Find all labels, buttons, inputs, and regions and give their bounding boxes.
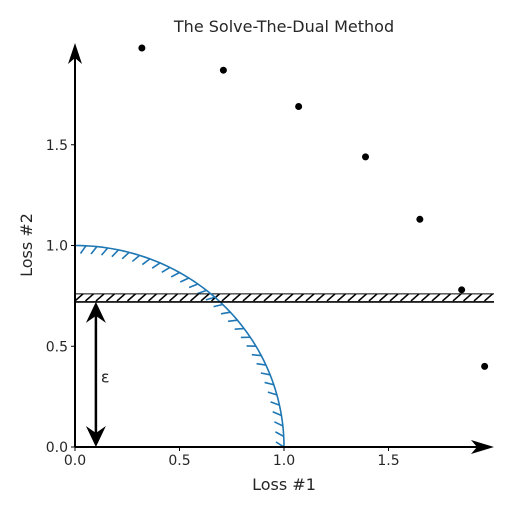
data-point bbox=[138, 45, 145, 52]
arc-hatch bbox=[122, 252, 129, 258]
data-point bbox=[362, 153, 369, 160]
constraint-hatch bbox=[264, 294, 272, 301]
constraint-hatch bbox=[443, 294, 451, 301]
arc-hatch bbox=[81, 246, 86, 254]
arc-hatch bbox=[189, 284, 198, 288]
constraint-hatch bbox=[107, 294, 115, 301]
arc-hatch bbox=[132, 255, 139, 261]
constraint-hatch bbox=[222, 294, 230, 301]
arc-hatch bbox=[252, 355, 261, 356]
constraint-hatch bbox=[285, 294, 293, 301]
data-point bbox=[295, 103, 302, 110]
constraint-hatch bbox=[327, 294, 335, 301]
data-point bbox=[458, 286, 465, 293]
arc-hatch bbox=[91, 247, 97, 254]
arc-hatch bbox=[171, 272, 179, 276]
constraint-hatch bbox=[411, 294, 419, 301]
arc-hatch bbox=[112, 250, 119, 257]
constraint-hatch bbox=[138, 294, 146, 301]
constraint-hatch bbox=[380, 294, 388, 301]
arc-hatch bbox=[102, 248, 108, 255]
constraint-hatch bbox=[401, 294, 409, 301]
constraint-hatch bbox=[275, 294, 283, 301]
constraint-hatch bbox=[317, 294, 325, 301]
constraint-hatch bbox=[390, 294, 398, 301]
data-point bbox=[481, 363, 488, 370]
constraint-hatch bbox=[464, 294, 472, 301]
data-point bbox=[416, 216, 423, 223]
constraint-hatch bbox=[432, 294, 440, 301]
constraint-hatch bbox=[159, 294, 167, 301]
constraint-hatch bbox=[75, 294, 83, 301]
arc-hatch bbox=[142, 259, 150, 265]
constraint-hatch bbox=[149, 294, 157, 301]
x-tick-label: 1.5 bbox=[377, 453, 399, 469]
arc-hatch bbox=[198, 290, 207, 293]
constraint-hatch bbox=[86, 294, 94, 301]
constraint-hatch bbox=[338, 294, 346, 301]
arc-hatch bbox=[221, 312, 230, 314]
constraint-hatch bbox=[243, 294, 251, 301]
arc-hatch bbox=[152, 263, 160, 268]
y-axis-label: Loss #2 bbox=[17, 213, 36, 277]
y-tick-label: 0.5 bbox=[46, 339, 68, 355]
x-tick-label: 0.5 bbox=[168, 453, 190, 469]
x-tick-label: 1.0 bbox=[273, 453, 295, 469]
data-point bbox=[220, 67, 227, 74]
constraint-hatch bbox=[233, 294, 241, 301]
arc-hatch bbox=[274, 422, 282, 426]
constraint-hatch bbox=[348, 294, 356, 301]
constraint-hatch bbox=[453, 294, 461, 301]
y-tick-label: 1.5 bbox=[46, 138, 68, 154]
y-tick-label: 1.0 bbox=[46, 239, 68, 255]
constraint-hatch bbox=[254, 294, 262, 301]
y-tick-label: 0.0 bbox=[46, 440, 68, 456]
constraint-hatch bbox=[485, 294, 493, 301]
x-axis-label: Loss #1 bbox=[252, 475, 316, 494]
constraint-hatch bbox=[96, 294, 104, 301]
constraint-hatch bbox=[369, 294, 377, 301]
constraint-hatch bbox=[128, 294, 136, 301]
chart-title: The Solve-The-Dual Method bbox=[173, 17, 394, 36]
arc-hatch bbox=[228, 320, 237, 321]
constraint-hatch bbox=[306, 294, 314, 301]
constraint-hatch bbox=[422, 294, 430, 301]
epsilon-label: ε bbox=[101, 367, 110, 386]
constraint-hatch bbox=[191, 294, 199, 301]
constraint-hatch bbox=[296, 294, 304, 301]
constraint-hatch bbox=[170, 294, 178, 301]
constraint-hatch bbox=[474, 294, 482, 301]
constraint-hatch bbox=[117, 294, 125, 301]
arc-hatch bbox=[235, 329, 244, 330]
constraint-hatch bbox=[180, 294, 188, 301]
arc-hatch bbox=[214, 305, 223, 307]
arc-hatch bbox=[162, 267, 170, 272]
arc-hatch bbox=[275, 432, 283, 437]
arc-hatch bbox=[180, 278, 189, 282]
constraint-hatch bbox=[359, 294, 367, 301]
